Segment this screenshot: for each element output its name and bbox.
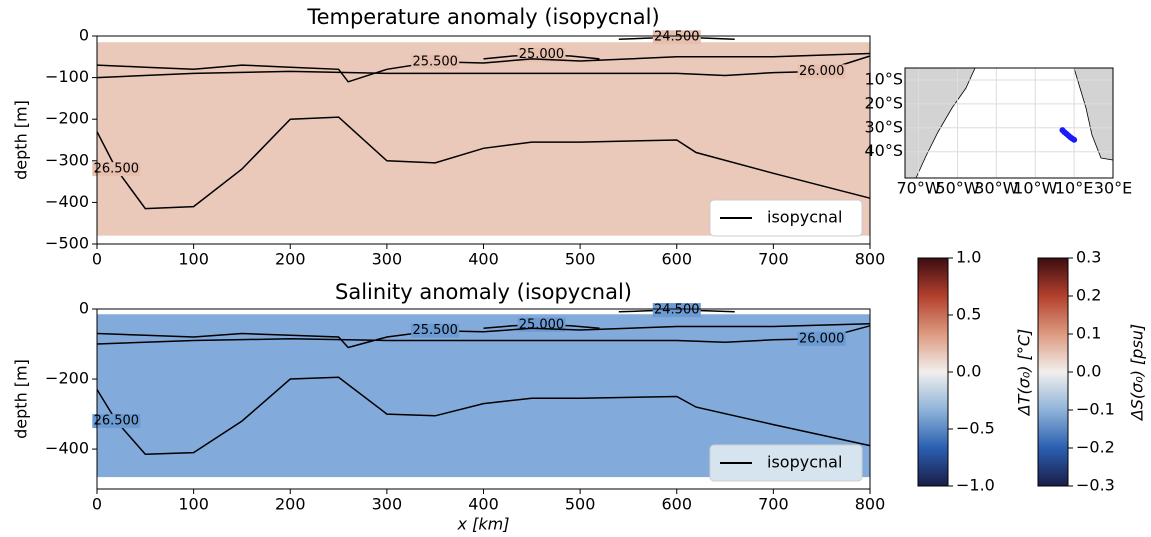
- contour-label-bg: [411, 323, 460, 338]
- lon-label: 50°W: [935, 179, 979, 198]
- isopycnal: [96, 322, 871, 349]
- colorbar-tick-label: −0.1: [1076, 400, 1115, 419]
- colorbar-label: ΔS(σ₀) [psu]: [1128, 324, 1147, 422]
- x-tick-label: 400: [468, 250, 499, 269]
- lat-label: 10°S: [864, 69, 903, 88]
- legend-box: [709, 444, 863, 482]
- colorbar: [917, 257, 949, 487]
- colorbar-tick-label: 0.1: [1076, 324, 1101, 343]
- x-tick-label: 200: [275, 250, 306, 269]
- isopycnal: [96, 52, 871, 83]
- contour-label-bg: [652, 30, 701, 45]
- y-tick-label: −500: [45, 234, 89, 253]
- lon-label: 10°E: [1055, 179, 1093, 198]
- x-tick-label: 500: [565, 495, 596, 514]
- colorbar: [1037, 257, 1069, 487]
- y-tick-label: −400: [45, 192, 89, 211]
- isopycnal: [96, 325, 871, 345]
- contour-label-bg: [92, 162, 141, 177]
- colorbar-tick-label: 0.0: [1076, 362, 1101, 381]
- contour-label-bg: [797, 331, 846, 346]
- contour-label: 24.500: [654, 303, 700, 318]
- contour-label: 26.500: [94, 414, 140, 429]
- y-tick-label: −100: [45, 67, 89, 86]
- colorbar-tick-label: 0.2: [1076, 286, 1101, 305]
- colorbar-tick-label: −0.3: [1076, 476, 1115, 495]
- x-tick-label: 600: [661, 495, 692, 514]
- x-tick-label: 200: [275, 495, 306, 514]
- lat-label: 20°S: [864, 93, 903, 112]
- contour-label: 26.500: [94, 162, 140, 177]
- legend-label: isopycnal: [767, 208, 842, 227]
- contour-label: 26.000: [799, 331, 845, 346]
- x-tick-label: 0: [92, 495, 102, 514]
- x-tick-label: 400: [468, 495, 499, 514]
- colorbar-tick-label: 0.0: [956, 362, 981, 381]
- y-tick-label: −400: [45, 439, 89, 458]
- contour-label-bg: [92, 414, 141, 429]
- lon-label: 70°W: [897, 179, 941, 198]
- x-tick-label: 300: [372, 250, 403, 269]
- isopycnal: [96, 376, 871, 456]
- contour-label: 25.500: [412, 54, 458, 69]
- track-point: [1071, 136, 1078, 143]
- panel-title: Salinity anomaly (isopycnal): [335, 280, 632, 304]
- x-tick-label: 100: [178, 495, 209, 514]
- x-tick-label: 700: [758, 495, 789, 514]
- y-tick-label: −300: [45, 150, 89, 169]
- x-tick-label: 500: [565, 250, 596, 269]
- contour-label-bg: [411, 54, 460, 69]
- lon-label: 30°W: [974, 179, 1018, 198]
- y-tick-label: −200: [45, 369, 89, 388]
- y-tick-label: −200: [45, 109, 89, 128]
- legend-label: isopycnal: [767, 453, 842, 472]
- colorbar-tick-label: −1.0: [956, 476, 995, 495]
- map-frame: [904, 67, 1114, 179]
- contour-label: 25.000: [519, 317, 565, 332]
- x-tick-label: 100: [178, 250, 209, 269]
- colorbar-tick-label: 1.0: [956, 248, 981, 267]
- colorbar-tick-label: 0.3: [1076, 248, 1101, 267]
- x-tick-label: 0: [92, 250, 102, 269]
- isopycnal: [96, 55, 871, 79]
- contour-label-bg: [652, 303, 701, 318]
- lat-label: 30°S: [864, 117, 903, 136]
- land: [904, 67, 976, 179]
- x-tick-label: 600: [661, 250, 692, 269]
- x-axis-label: x [km]: [457, 515, 510, 534]
- contour-label: 24.500: [654, 30, 700, 45]
- lat-label: 40°S: [864, 141, 903, 160]
- contour-label: 26.000: [799, 64, 845, 79]
- lon-label: 30°E: [1094, 179, 1132, 198]
- colorbar-tick-label: 0.5: [956, 305, 981, 324]
- contour-label: 25.500: [412, 323, 458, 338]
- x-tick-label: 700: [758, 250, 789, 269]
- contour-label-bg: [797, 64, 846, 79]
- y-axis-label: depth [m]: [12, 359, 31, 439]
- land: [1073, 67, 1114, 161]
- y-tick-label: 0: [79, 299, 89, 318]
- x-tick-label: 800: [855, 250, 886, 269]
- isopycnal: [96, 116, 871, 210]
- panel-title: Temperature anomaly (isopycnal): [306, 5, 659, 29]
- y-tick-label: 0: [79, 26, 89, 45]
- y-axis-label: depth [m]: [12, 100, 31, 180]
- x-tick-label: 300: [372, 495, 403, 514]
- legend-box: [709, 199, 863, 237]
- contour-label-bg: [517, 47, 566, 62]
- colorbar-tick-label: −0.5: [956, 419, 995, 438]
- colorbar-label: ΔT(σ₀) [°C]: [1015, 329, 1034, 418]
- x-tick-label: 800: [855, 495, 886, 514]
- axes-frame: [96, 35, 871, 245]
- colorbar-tick-label: −0.2: [1076, 438, 1115, 457]
- lon-label: 10°W: [1013, 179, 1057, 198]
- axes-frame: [96, 308, 871, 490]
